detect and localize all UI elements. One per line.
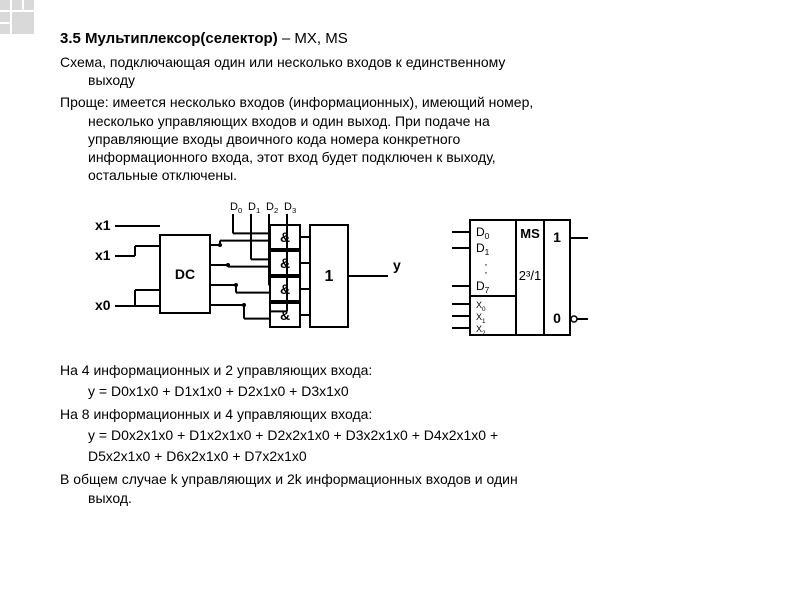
circuit-diagram: x1x1x0DCD0D1D2D3&&&&1yD0D1D7··MS2³/1X0X1… bbox=[80, 190, 680, 355]
general-case: В общем случае k управляющих и 2k информ… bbox=[60, 470, 760, 489]
svg-text:&: & bbox=[280, 229, 290, 245]
svg-text:·: · bbox=[484, 265, 488, 279]
paragraph-1: Схема, подключающая один или несколько в… bbox=[60, 53, 760, 89]
svg-text:y: y bbox=[393, 257, 401, 273]
svg-text:&: & bbox=[280, 255, 290, 271]
section-title: 3.5 Мультиплексор(селектор) – MX, MS bbox=[60, 30, 760, 47]
svg-text:x1: x1 bbox=[95, 217, 111, 233]
para2-line5: остальные отключены. bbox=[88, 166, 760, 184]
svg-text:D0: D0 bbox=[230, 201, 242, 215]
svg-text:0: 0 bbox=[553, 310, 561, 326]
svg-text:DC: DC bbox=[175, 266, 195, 282]
general-case-cont: выход. bbox=[88, 489, 760, 508]
svg-text:D2: D2 bbox=[266, 201, 278, 215]
paragraph-2: Проще: имеется несколько входов (информа… bbox=[60, 93, 760, 184]
para1-line1: Схема, подключающая один или несколько в… bbox=[60, 54, 505, 70]
para2-line2: несколько управляющих входов и один выхо… bbox=[88, 112, 760, 130]
svg-text:x0: x0 bbox=[95, 297, 111, 313]
para2-line3: управляющие входы двоичного кода номера … bbox=[88, 130, 760, 148]
eq4-label: На 4 информационных и 2 управляющих вход… bbox=[60, 361, 760, 380]
svg-text:1: 1 bbox=[553, 229, 561, 245]
title-bold: 3.5 Мультиплексор(селектор) bbox=[60, 30, 278, 47]
eq8-label: На 8 информационных и 4 управляющих вход… bbox=[60, 405, 760, 424]
title-rest: – MX, MS bbox=[278, 30, 348, 47]
svg-text:&: & bbox=[280, 281, 290, 297]
eq8-formula-1: y = D0x2x1x0 + D1x2x1x0 + D2x2x1x0 + D3x… bbox=[88, 426, 760, 445]
svg-text:MS: MS bbox=[520, 226, 540, 241]
svg-text:1: 1 bbox=[325, 268, 334, 285]
eq8-formula-2: D5x2x1x0 + D6x2x1x0 + D7x2x1x0 bbox=[88, 447, 760, 466]
para2-line4: информационного входа, этот вход будет п… bbox=[88, 148, 760, 166]
svg-text:&: & bbox=[280, 307, 290, 323]
para1-line2: выходу bbox=[88, 71, 760, 89]
eq4-formula: y = D0x1x0 + D1x1x0 + D2x1x0 + D3x1x0 bbox=[88, 382, 760, 401]
svg-text:D3: D3 bbox=[284, 201, 296, 215]
svg-text:x1: x1 bbox=[95, 247, 111, 263]
svg-text:D1: D1 bbox=[248, 201, 260, 215]
svg-text:2³/1: 2³/1 bbox=[519, 268, 541, 283]
para2-line1: Проще: имеется несколько входов (информа… bbox=[60, 93, 760, 111]
